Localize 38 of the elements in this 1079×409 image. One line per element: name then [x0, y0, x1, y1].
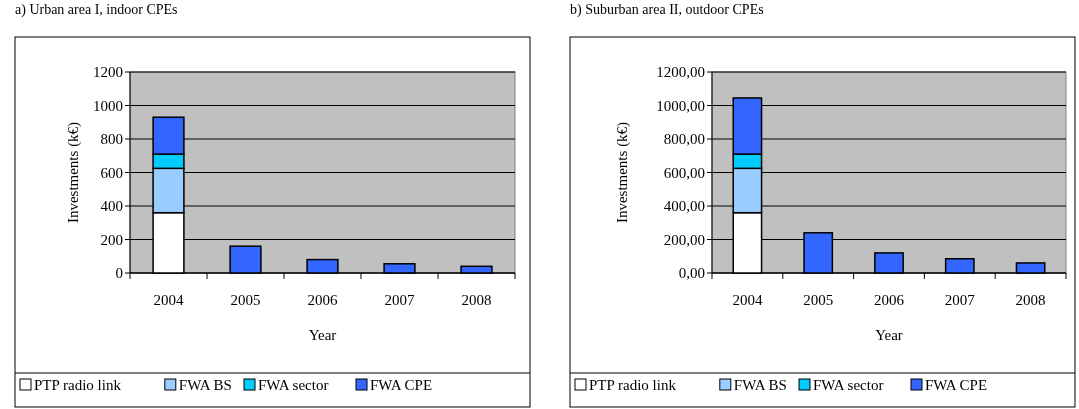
x-tick-label: 2006: [874, 292, 905, 308]
legend-label: FWA BS: [733, 377, 787, 393]
legend-label: FWA CPE: [925, 377, 988, 393]
y-tick-label: 0,00: [678, 265, 705, 281]
legend-label: PTP radio link: [34, 377, 122, 393]
x-axis-title: Year: [308, 327, 337, 343]
y-tick-label: 600: [100, 164, 123, 181]
x-tick-label: 2008: [461, 292, 492, 308]
y-tick-label: 800: [100, 131, 123, 147]
x-axis-title: Year: [875, 327, 903, 343]
y-tick-label: 1200,00: [656, 64, 705, 80]
chart-title: a) Urban area I, indoor CPEs: [15, 2, 178, 18]
y-tick-label: 1000,00: [656, 97, 705, 114]
y-axis-title: Investments (k€): [614, 121, 631, 224]
x-tick-label: 2007: [944, 292, 976, 308]
legend-label: FWA CPE: [370, 377, 433, 393]
x-tick-label: 2004: [153, 292, 184, 308]
y-tick-label: 400,00: [663, 198, 705, 214]
y-tick-label: 600,00: [663, 164, 705, 181]
x-tick-label: 2005: [230, 292, 261, 308]
y-tick-label: 200,00: [663, 231, 705, 248]
y-tick-label: 1000: [93, 97, 123, 114]
x-tick-label: 2005: [803, 292, 834, 308]
y-tick-label: 0: [115, 265, 123, 281]
legend-label: PTP radio link: [589, 377, 677, 393]
x-tick-label: 2007: [384, 292, 415, 308]
y-tick-label: 1200: [93, 64, 123, 80]
x-tick-label: 2006: [307, 292, 338, 308]
legend-label: FWA BS: [178, 377, 232, 393]
chart-title: b) Suburban area II, outdoor CPEs: [570, 2, 764, 18]
y-tick-label: 400: [100, 198, 123, 214]
x-tick-label: 2008: [1015, 292, 1046, 308]
x-tick-label: 2004: [732, 292, 763, 308]
y-tick-label: 800,00: [663, 131, 705, 147]
y-tick-label: 200: [100, 231, 123, 248]
legend-label: FWA sector: [258, 377, 329, 393]
legend-label: FWA sector: [813, 377, 884, 393]
y-axis-title: Investments (k€): [65, 121, 82, 224]
